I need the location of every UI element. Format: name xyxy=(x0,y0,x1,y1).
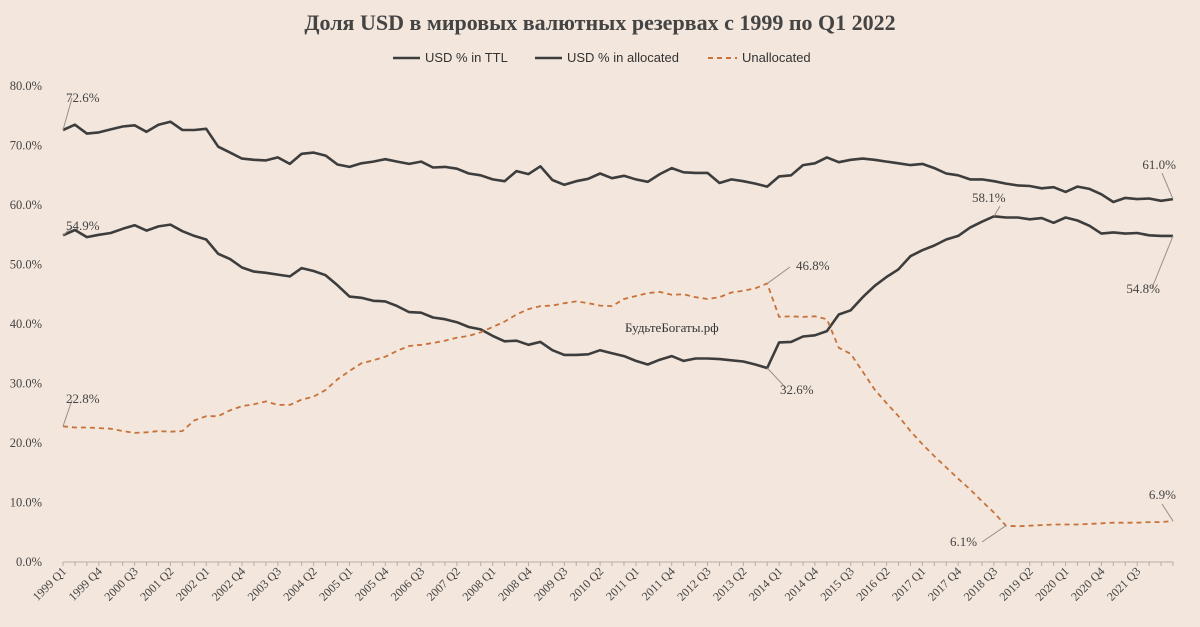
x-tick-label: 2009 Q3 xyxy=(531,564,570,603)
x-tick-label: 2008 Q4 xyxy=(495,564,534,603)
x-tick-label: 2000 Q3 xyxy=(101,564,140,603)
x-tick-label: 2018 Q3 xyxy=(961,564,1000,603)
annotation-label: 58.1% xyxy=(972,190,1006,205)
x-tick-label: 2019 Q2 xyxy=(997,564,1036,603)
annotation-leader-line xyxy=(1161,503,1174,522)
x-tick-label: 2001 Q2 xyxy=(137,564,176,603)
annotation-label: 46.8% xyxy=(796,258,830,273)
series-line-usd-ttl xyxy=(62,120,1174,204)
x-tick-label: 1999 Q4 xyxy=(66,564,105,603)
annotation-label: 32.6% xyxy=(780,382,814,397)
annotation-label: 22.8% xyxy=(66,391,100,406)
x-tick-label: 2006 Q3 xyxy=(388,564,427,603)
y-tick-label: 60.0% xyxy=(10,198,42,212)
x-tick-label: 2020 Q1 xyxy=(1032,564,1071,603)
x-tick-label: 2005 Q4 xyxy=(352,564,391,603)
series-layer xyxy=(62,120,1174,528)
annotations: 72.6% 54.9% 22.8% 46.8% 32.6% 58.1% 6.1% 61.0% 5… xyxy=(62,90,1176,549)
x-tick-label: 2011 Q4 xyxy=(639,564,678,603)
legend-item-ttl: USD % in TTL xyxy=(393,50,508,65)
x-tick-label: 2013 Q2 xyxy=(710,564,749,603)
annotation-label: 6.9% xyxy=(1149,487,1176,502)
series-line-usd-allocated xyxy=(62,215,1173,370)
x-tick-label: 2016 Q2 xyxy=(853,564,892,603)
x-tick-label: 2014 Q1 xyxy=(746,564,785,603)
x-tick-label: 2007 Q2 xyxy=(424,564,463,603)
x-tick-label: 2020 Q4 xyxy=(1068,564,1107,603)
legend-item-unallocated: Unallocated xyxy=(708,50,811,65)
y-axis: 0.0% 10.0% 20.0% 30.0% 40.0% 50.0% 60.0% 70.0% 8… xyxy=(10,79,42,569)
annotation-leader-line xyxy=(766,367,787,389)
x-tick-label: 2014 Q4 xyxy=(782,564,821,603)
y-tick-label: 50.0% xyxy=(10,258,42,272)
y-tick-label: 80.0% xyxy=(10,79,42,93)
y-tick-label: 30.0% xyxy=(10,377,42,391)
x-tick-label: 2017 Q1 xyxy=(889,564,928,603)
legend-label-allocated: USD % in allocated xyxy=(567,50,679,65)
x-tick-label: 2002 Q4 xyxy=(209,564,248,603)
series-line-unallocated xyxy=(62,282,1174,528)
annotation-leader-line xyxy=(62,399,73,427)
annotation-leader-line xyxy=(62,226,73,236)
y-tick-label: 20.0% xyxy=(10,436,42,450)
annotation-label: 61.0% xyxy=(1142,157,1176,172)
legend-label-unallocated: Unallocated xyxy=(742,50,811,65)
y-tick-label: 10.0% xyxy=(10,496,42,510)
y-tick-label: 0.0% xyxy=(16,555,42,569)
chart-title: Доля USD в мировых валютных резервах с 1… xyxy=(304,10,895,35)
legend-label-ttl: USD % in TTL xyxy=(425,50,508,65)
annotation-leader-line xyxy=(981,525,1007,543)
x-tick-label: 2005 Q1 xyxy=(316,564,355,603)
x-tick-label: 2010 Q2 xyxy=(567,564,606,603)
annotation-leader-line xyxy=(62,97,73,131)
watermark: БудьтеБогаты.рф xyxy=(625,320,719,335)
x-tick-label: 2008 Q1 xyxy=(459,564,498,603)
x-tick-label: 2003 Q3 xyxy=(245,564,284,603)
x-tick-label: 2015 Q3 xyxy=(817,564,856,603)
y-tick-label: 40.0% xyxy=(10,317,42,331)
x-tick-label: 2021 Q3 xyxy=(1104,564,1143,603)
annotation-label: 6.1% xyxy=(950,534,977,549)
y-tick-label: 70.0% xyxy=(10,139,42,153)
annotation-leader-line xyxy=(1151,235,1174,289)
annotation-label: 54.9% xyxy=(66,218,100,233)
x-tick-label: 2012 Q3 xyxy=(674,564,713,603)
x-tick-label: 2002 Q1 xyxy=(173,564,212,603)
x-tick-label: 2004 Q2 xyxy=(280,564,319,603)
annotation-leader-line xyxy=(993,205,1001,217)
legend: USD % in TTL USD % in allocated Unalloca… xyxy=(393,50,811,65)
x-tick-label: 2011 Q1 xyxy=(603,564,642,603)
annotation-label: 72.6% xyxy=(66,90,100,105)
annotation-label: 54.8% xyxy=(1126,281,1160,296)
annotation-leader-line xyxy=(766,266,791,284)
x-tick-label: 1999 Q1 xyxy=(30,564,69,603)
annotation-leader-line xyxy=(1161,172,1174,200)
legend-item-allocated: USD % in allocated xyxy=(535,50,679,65)
x-tick-label: 2017 Q4 xyxy=(925,564,964,603)
